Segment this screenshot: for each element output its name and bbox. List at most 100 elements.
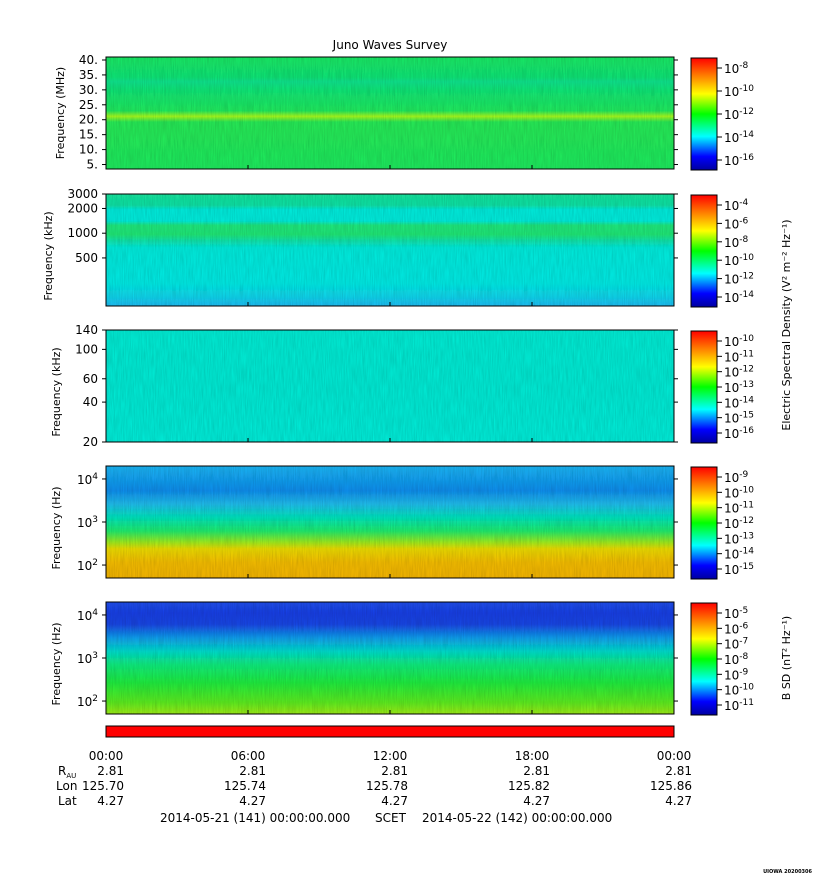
cbar-tick-label-p5-6: 10-11 — [724, 698, 754, 713]
spectrogram-panel-5 — [106, 602, 674, 714]
y-tick-label-p3-1: 100 — [75, 342, 98, 356]
y-axis-label-panel-3: Frequency (kHz) — [50, 347, 63, 436]
ephem-lon-0: 125.70 — [82, 779, 124, 793]
bsd-label: B SD (nT² Hz⁻¹) — [780, 616, 793, 700]
cbar-tick-label-p5-2: 10-7 — [724, 637, 748, 652]
cbar-tick-label-p4-3: 10-12 — [724, 516, 754, 531]
colorbar-panel-4 — [690, 466, 718, 580]
cbar-tick-label-p3-3: 10-13 — [724, 380, 754, 395]
y-axis-label-panel-2: Frequency (kHz) — [42, 211, 55, 300]
y-ticks-panel-1: 40.35.30.25.20.15.10.5. — [79, 53, 678, 172]
cbar-tick-label-p2-5: 10-14 — [724, 290, 754, 305]
x-tick-label-1: 06:00 — [231, 749, 266, 763]
panel-1: Frequency (MHz) 40.35.30.25.20.15.10.5. … — [54, 53, 754, 172]
colorbar-ticks-panel-1: 10-8 10-10 10-12 10-14 10-16 — [717, 61, 754, 168]
cbar-tick-label-p3-0: 10-10 — [724, 334, 754, 349]
y-tick-label-p1-5: 15. — [79, 128, 98, 142]
y-tick-label-p1-1: 35. — [79, 68, 98, 82]
ephem-lon-4: 125.86 — [650, 779, 692, 793]
y-ticks-panel-3: 140 100 60 40 20 — [75, 323, 678, 449]
y-axis-label-panel-4: Frequency (Hz) — [50, 487, 63, 570]
ephem-lon-label: Lon — [56, 779, 77, 793]
y-tick-label-p1-4: 20. — [79, 113, 98, 127]
colorbar-panel-3 — [690, 330, 718, 444]
y-tick-label-p1-3: 25. — [79, 98, 98, 112]
scet-label: SCET — [375, 811, 407, 825]
x-tick-label-4: 00:00 — [657, 749, 692, 763]
cbar-tick-label-p1-4: 10-16 — [724, 153, 754, 168]
y-axis-label-panel-5: Frequency (Hz) — [50, 623, 63, 706]
colorbar-ticks-panel-2: 10-4 10-6 10-8 10-10 10-12 10-14 — [717, 198, 754, 305]
ephem-lat-4: 4.27 — [665, 794, 692, 808]
ephem-r-0: 2.81 — [97, 764, 124, 778]
cbar-tick-label-p4-6: 10-15 — [724, 562, 754, 577]
x-axis-ticks: 00:00 06:00 12:00 18:00 00:00 — [89, 165, 692, 763]
y-tick-label-p4-1: 103 — [77, 515, 98, 530]
cbar-tick-label-p1-0: 10-8 — [724, 61, 749, 76]
date-start: 2014-05-21 (141) 00:00:00.000 — [160, 811, 350, 825]
ephem-lon-3: 125.82 — [508, 779, 550, 793]
cbar-tick-label-p2-1: 10-6 — [724, 216, 749, 231]
x-tick-label-0: 00:00 — [89, 749, 124, 763]
y-tick-label-p5-1: 103 — [77, 651, 98, 666]
colorbar-panel-2 — [690, 194, 718, 308]
y-tick-label-p4-2: 102 — [77, 558, 98, 573]
cbar-tick-label-p5-5: 10-10 — [724, 683, 754, 698]
cbar-tick-label-p4-4: 10-13 — [724, 531, 754, 546]
ephem-lat-3: 4.27 — [523, 794, 550, 808]
y-tick-label-p3-4: 20 — [83, 435, 98, 449]
y-tick-label-p3-3: 40 — [83, 395, 98, 409]
cbar-tick-label-p4-1: 10-10 — [724, 485, 754, 500]
x-tick-label-3: 18:00 — [515, 749, 550, 763]
y-tick-label-p2-3: 500 — [75, 251, 98, 265]
cbar-tick-label-p2-3: 10-10 — [724, 253, 754, 268]
y-tick-label-p2-2: 1000 — [67, 226, 98, 240]
y-tick-label-p2-0: 3000 — [67, 187, 98, 201]
colorbar-panel-1 — [690, 57, 718, 171]
ephem-lon-1: 125.74 — [224, 779, 266, 793]
y-tick-label-p1-6: 10. — [79, 143, 98, 157]
cbar-tick-label-p1-2: 10-12 — [724, 107, 754, 122]
ephem-r-label: RAU — [58, 764, 76, 780]
cbar-tick-label-p4-0: 10-9 — [724, 470, 749, 485]
cbar-tick-label-p3-2: 10-12 — [724, 365, 754, 380]
spectrogram-panel-3 — [106, 330, 674, 442]
cbar-tick-label-p4-5: 10-14 — [724, 547, 754, 562]
cbar-tick-label-p1-1: 10-10 — [724, 84, 754, 99]
date-end: 2014-05-22 (142) 00:00:00.000 — [422, 811, 612, 825]
cbar-tick-label-p2-0: 10-4 — [724, 198, 749, 213]
y-tick-label-p2-1: 2000 — [67, 201, 98, 215]
y-tick-label-p5-0: 104 — [77, 608, 98, 623]
y-tick-label-p5-2: 102 — [77, 694, 98, 709]
y-tick-label-p1-0: 40. — [79, 53, 98, 67]
cbar-tick-label-p2-2: 10-8 — [724, 235, 749, 250]
cbar-tick-label-p4-2: 10-11 — [724, 501, 754, 516]
ephem-lat-1: 4.27 — [239, 794, 266, 808]
ephem-r-4: 2.81 — [665, 764, 692, 778]
y-tick-label-p3-2: 60 — [83, 372, 98, 386]
spectrogram-panel-1 — [106, 57, 674, 169]
ephem-lon-2: 125.78 — [366, 779, 408, 793]
figure-title: Juno Waves Survey — [332, 38, 448, 52]
ephem-r-2: 2.81 — [381, 764, 408, 778]
ephem-lat-label: Lat — [58, 794, 77, 808]
y-ticks-panel-5: 104 103 102 — [77, 608, 678, 709]
ephem-r-3: 2.81 — [523, 764, 550, 778]
y-tick-label-p3-0: 140 — [75, 323, 98, 337]
electric-spectral-density-label: Electric Spectral Density (V² m⁻² Hz⁻¹) — [780, 219, 793, 430]
ephem-r-1: 2.81 — [239, 764, 266, 778]
cbar-tick-label-p2-4: 10-12 — [724, 272, 754, 287]
spectrogram-panel-4 — [106, 466, 674, 578]
ephem-lat-0: 4.27 — [97, 794, 124, 808]
cbar-tick-label-p5-4: 10-9 — [724, 667, 749, 682]
y-axis-label-panel-1: Frequency (MHz) — [54, 67, 67, 159]
colorbar-panel-5 — [690, 602, 718, 716]
cbar-tick-label-p3-4: 10-14 — [724, 395, 754, 410]
